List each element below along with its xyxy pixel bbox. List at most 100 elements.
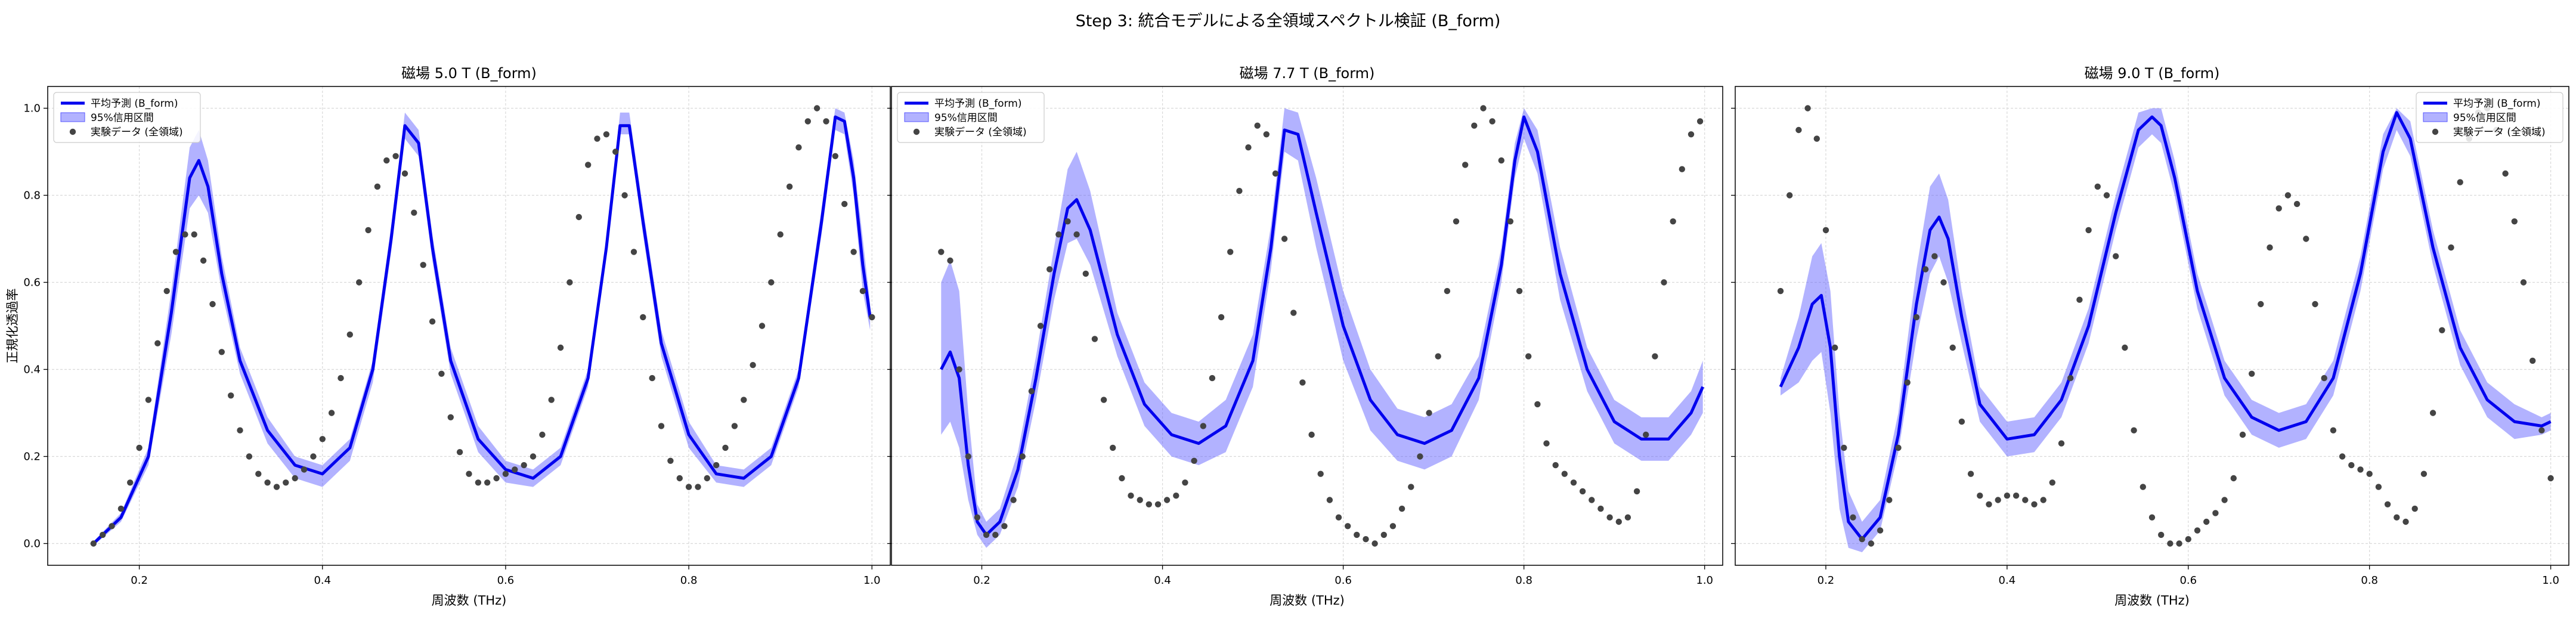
data-point [841,200,848,208]
data-point [521,462,527,469]
data-point [750,362,756,369]
data-point [2194,527,2201,534]
data-point [2275,205,2282,212]
data-point [2339,453,2346,460]
data-point [786,183,793,190]
data-point [392,153,399,159]
data-point [1218,314,1225,321]
data-point [456,449,463,456]
data-point [1570,479,1577,486]
x-axis-label: 周波数 (THz) [432,593,507,608]
panel-3: 0.2 0.4 0.6 0.8 1.0 磁場 9.0 T (B_form) 周波数 (THz… [1731,65,2569,608]
data-point [1073,231,1080,238]
data-point [1128,493,1134,499]
data-point [264,479,271,486]
data-point [172,249,179,255]
data-point [557,344,564,351]
data-point [1354,531,1360,538]
data-point [338,374,344,382]
data-point [228,392,234,399]
data-point [758,323,766,329]
data-point [1163,497,1171,503]
data-point [1299,379,1306,386]
y-tick-label: 0.4 [23,364,41,376]
data-point [1254,122,1261,129]
data-point [2502,170,2509,177]
data-point [585,162,592,168]
data-point [1832,344,1838,351]
axes-frame [47,86,891,566]
data-point [2511,218,2518,225]
data-point [2185,536,2191,543]
data-point [2094,183,2101,190]
data-point [566,279,573,286]
data-point [1643,431,1649,438]
legend-label: 実験データ (全領域) [934,126,1027,138]
data-point [1263,131,1270,138]
data-point [218,349,225,355]
data-point [704,475,711,482]
data-point [2457,179,2463,185]
data-point [1345,523,1351,530]
data-point [2284,192,2292,199]
data-point [1154,501,1162,507]
x-tick-label: 1.0 [1696,574,1713,587]
data-point [548,397,555,403]
data-point [2122,344,2128,351]
data-point [2520,279,2527,286]
data-point [209,301,216,308]
data-point [237,427,243,434]
y-tick-label: 1.0 [23,103,41,115]
data-point [621,192,628,199]
data-point [1661,279,1667,286]
data-point [182,231,188,238]
y-tick-label: 0.8 [23,190,41,202]
credible-interval-band [93,108,871,546]
legend-label: 95%信用区間 [2453,112,2516,124]
data-point [2547,475,2554,482]
x-tick-label: 0.2 [973,574,990,587]
data-point [2113,253,2119,259]
data-point [2375,484,2382,490]
mean-prediction-line [940,115,1704,537]
data-point [1408,484,1414,490]
y-tick-label: 0.6 [23,277,41,289]
data-point [1633,488,1640,495]
data-point [1624,514,1631,521]
data-point [1949,344,1956,351]
data-point [1795,126,1802,134]
data-point [475,479,482,486]
data-point [1561,470,1568,477]
figure-suptitle: Step 3: 統合モデルによる全領域スペクトル検証 (B_form) [1076,12,1501,30]
data-point [1200,423,1207,429]
data-point [603,131,610,138]
data-point [2429,410,2436,416]
data-point [823,118,829,125]
data-point [1589,497,1595,503]
data-point [1137,497,1143,503]
data-point [1010,497,1017,503]
data-point [2103,192,2110,199]
data-point [273,484,280,490]
data-point [859,287,866,295]
data-point [1498,157,1504,164]
data-point [850,249,857,255]
data-point [1777,287,1784,295]
data-point [429,318,436,325]
data-point [1688,131,1695,138]
data-point [1227,249,1234,255]
data-point [630,249,637,255]
data-point [2239,431,2246,438]
data-point [869,314,875,321]
x-axis-label: 周波数 (THz) [1270,593,1345,608]
data-point [1371,540,1378,547]
legend-band-swatch [2423,112,2448,122]
data-point [1696,118,1704,125]
data-point [2249,370,2255,377]
data-point [649,374,655,382]
data-point [1398,505,1405,512]
x-tick-label: 0.6 [497,574,515,587]
data-point [1670,218,1676,225]
